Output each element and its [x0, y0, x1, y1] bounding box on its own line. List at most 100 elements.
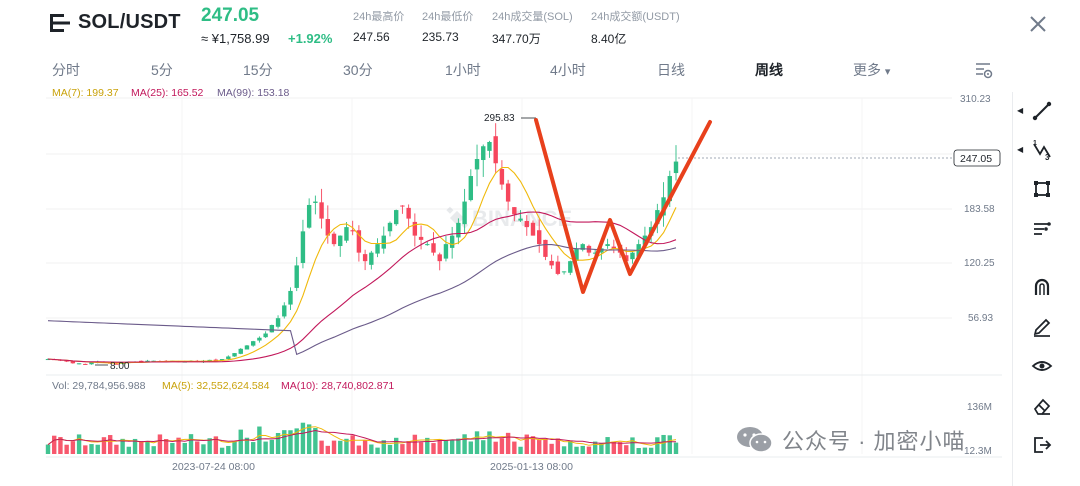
tab-timeline[interactable]: 分时: [52, 62, 80, 78]
volume-bar: [518, 446, 523, 454]
candle-body: [313, 201, 318, 203]
volume-bar: [226, 445, 231, 454]
candle-body: [518, 218, 523, 221]
volume-bar: [70, 441, 76, 454]
candle-body: [418, 236, 424, 240]
trend-line-tool[interactable]: [1027, 96, 1057, 126]
wechat-icon: [737, 427, 773, 453]
tab-30m[interactable]: 30分: [343, 62, 373, 78]
volume-ma10-legend: MA(10): 28,740,802.871: [281, 380, 394, 392]
candle-body: [369, 252, 374, 265]
volume-ma10-line: [47, 429, 677, 446]
volume-bar: [244, 437, 250, 454]
volume-bar: [250, 442, 256, 454]
price-chart[interactable]: BINANCE MA(7): 199.37 MA(25): 165.52 MA(…: [0, 82, 1010, 486]
chart-settings-icon[interactable]: [974, 60, 994, 80]
volume-bar: [257, 426, 262, 454]
volume-bar: [331, 440, 337, 454]
stat-value: 347.70万: [492, 32, 541, 46]
volume-ma5-legend: MA(5): 32,552,624.584: [162, 380, 270, 392]
volume-bar: [195, 441, 200, 454]
tab-15m[interactable]: 15分: [243, 62, 273, 78]
volume-bar: [101, 437, 107, 454]
expand-arrow-icon[interactable]: ◀: [1017, 106, 1024, 115]
eraser-tool[interactable]: [1027, 391, 1057, 421]
trading-pair[interactable]: SOL/USDT: [78, 11, 181, 33]
candle-body: [250, 341, 256, 346]
candle-body: [83, 363, 88, 365]
eraser-icon: [1033, 398, 1051, 415]
candle-body: [362, 254, 368, 262]
volume-bar: [95, 444, 100, 454]
volume-bar: [648, 447, 654, 454]
volume-bar: [139, 441, 144, 454]
volume-bar: [362, 440, 368, 454]
close-icon[interactable]: [1026, 12, 1050, 36]
candle-body: [474, 159, 480, 170]
candle-body: [325, 218, 331, 236]
tab-more[interactable]: 更多 ▾: [853, 60, 890, 80]
candle-body: [505, 183, 511, 202]
text-tool[interactable]: [1027, 214, 1057, 244]
candle-body: [605, 244, 610, 247]
volume-bar: [275, 433, 281, 454]
volume-bar: [294, 428, 299, 454]
visibility-tool[interactable]: [1027, 351, 1057, 381]
volume-bar: [120, 438, 125, 454]
expand-arrow-icon[interactable]: ◀: [1017, 145, 1024, 154]
volume-bar: [269, 439, 275, 454]
price-axis-label: 310.23: [960, 94, 991, 105]
volume-bar: [350, 435, 355, 454]
volume-bar: [232, 441, 237, 454]
tab-5m[interactable]: 5分: [151, 62, 173, 78]
menu-logo-icon[interactable]: [50, 14, 70, 32]
magnet-tool[interactable]: [1027, 272, 1057, 302]
volume-bar: [449, 439, 455, 454]
tab-4h[interactable]: 4小时: [550, 62, 586, 78]
volume-bar: [630, 437, 635, 454]
stat-label: 24h成交额(USDT): [591, 11, 680, 23]
volume-bar: [188, 434, 194, 454]
volume-bar: [636, 447, 641, 454]
candle-body: [481, 146, 486, 161]
candle-body: [76, 363, 82, 365]
volume-bar: [282, 430, 287, 454]
volume-bar: [76, 434, 82, 454]
high-marker-label: 295.83: [484, 113, 515, 124]
stat-value: 247.56: [353, 30, 390, 44]
tab-1h[interactable]: 1小时: [445, 62, 481, 78]
candle-body: [592, 252, 598, 254]
candle-body: [139, 360, 144, 362]
candle-body: [512, 207, 517, 215]
stat-label: 24h成交量(SOL): [492, 11, 573, 23]
candle-body: [350, 230, 355, 232]
tab-1d[interactable]: 日线: [657, 62, 685, 78]
volume-bar: [425, 437, 430, 454]
volume-bar: [481, 440, 486, 454]
candle-body: [275, 318, 281, 327]
volume-bar: [338, 440, 343, 454]
export-tool[interactable]: [1027, 430, 1057, 460]
stat-24h-volume: 24h成交量(SOL) 347.70万: [492, 8, 573, 47]
candle-body: [543, 239, 548, 257]
candle-body: [555, 261, 561, 274]
volume-ma5-line: [47, 426, 677, 446]
chart-area[interactable]: BINANCE MA(7): 199.37 MA(25): 165.52 MA(…: [0, 82, 1010, 486]
shape-tool[interactable]: [1027, 174, 1057, 204]
volume-bar: [580, 445, 585, 454]
volume-bar: [493, 441, 498, 454]
candle-body: [599, 248, 604, 253]
candle-body: [381, 235, 386, 249]
candle-body: [89, 362, 94, 365]
tab-1w[interactable]: 周线: [755, 62, 783, 78]
candle-body: [238, 348, 243, 354]
ma7-legend: MA(7): 199.37: [52, 87, 119, 99]
last-price: 247.05: [201, 5, 260, 26]
volume-bar: [238, 429, 243, 454]
volume-bar: [163, 439, 169, 454]
current-price-tag-text: 247.05: [960, 153, 992, 165]
pencil-tool[interactable]: [1027, 311, 1057, 341]
watermark-label: 公众号 · 加密小喵: [782, 429, 966, 454]
volume-axis-label: 12.3M: [964, 446, 992, 457]
